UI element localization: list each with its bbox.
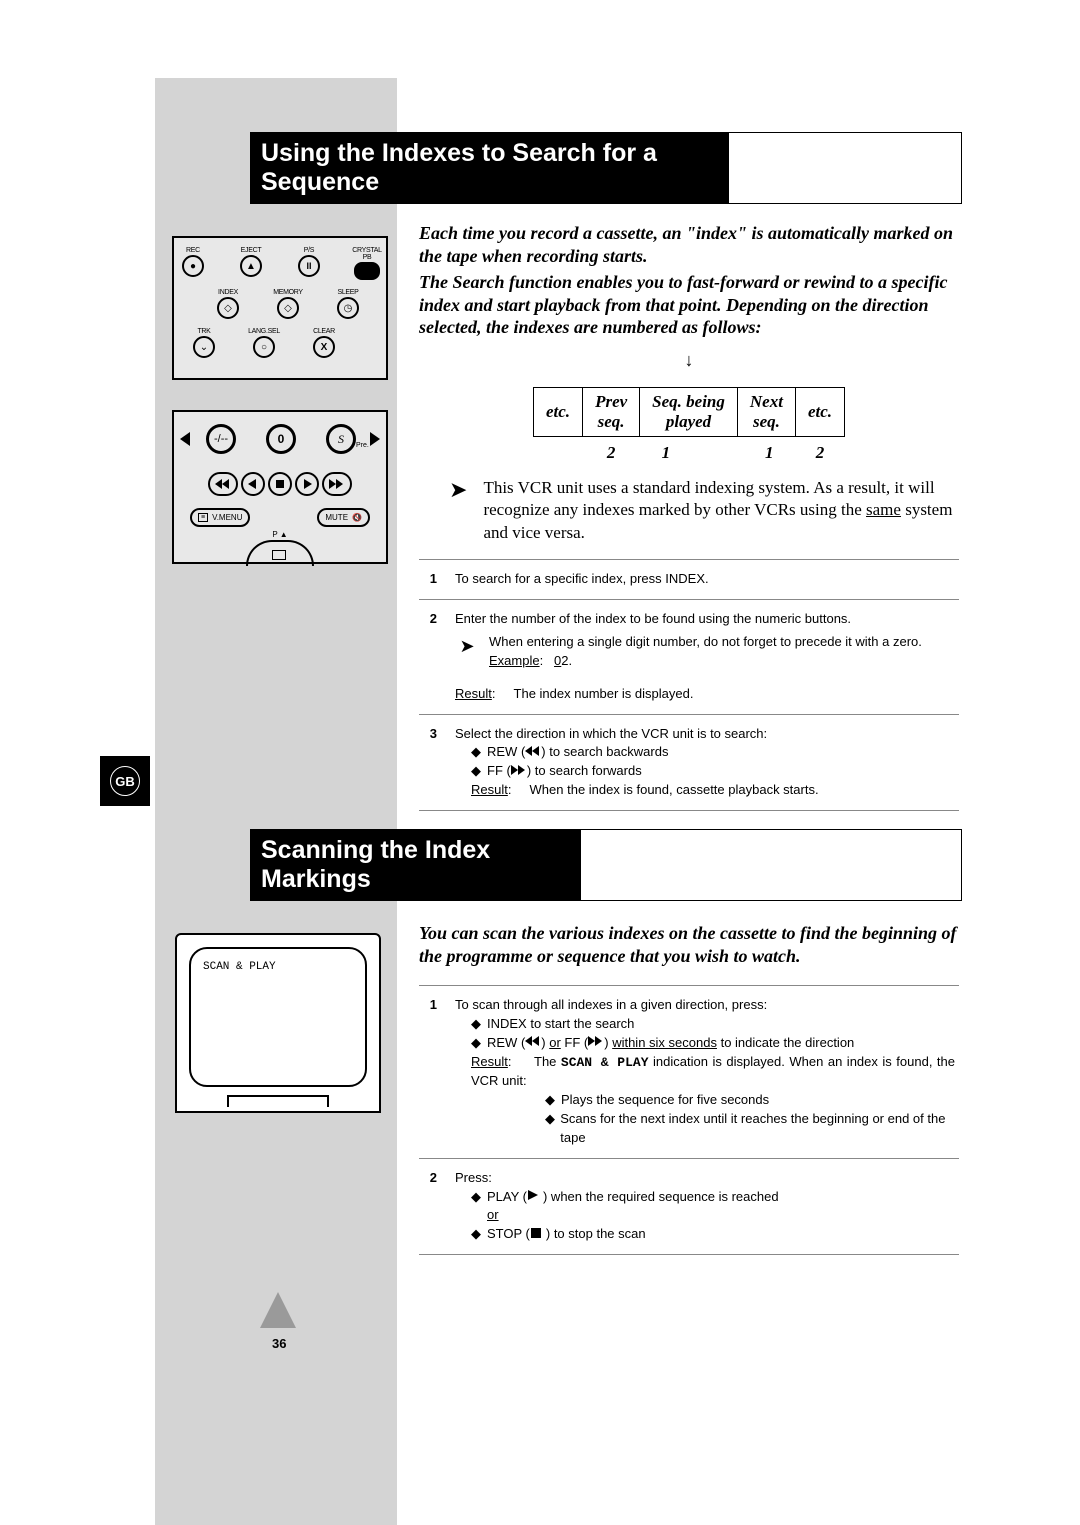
remote-diagram-bottom: -/-- 0 S Pre. ≡ V.MENU MUTE 🔇 P ▲ <box>172 410 388 564</box>
prev-icon <box>241 472 265 496</box>
pointer-icon: ➤ <box>449 477 467 546</box>
section1-intro-2: The Search function enables you to fast-… <box>419 271 959 339</box>
remote-diagram-top: REC● EJECT▲ P/SII CRYSTAL PB INDEX◇ MEMO… <box>172 236 388 380</box>
play-icon <box>295 472 319 496</box>
section2-title-bar: Scanning the Index Markings <box>250 829 962 901</box>
down-arrow-icon: ↓ <box>419 351 959 369</box>
fastforward-icon <box>588 1036 604 1048</box>
section2-title: Scanning the Index Markings <box>251 830 581 900</box>
th-prev: Prevseq. <box>595 392 627 431</box>
section1-intro-1: Each time you record a cassette, an "ind… <box>419 222 959 267</box>
section1-title-bar: Using the Indexes to Search for a Sequen… <box>250 132 962 204</box>
page-number: 36 <box>272 1336 286 1351</box>
stop-icon <box>530 1228 546 1240</box>
step-row: 1 To scan through all indexes in a given… <box>419 985 959 1158</box>
section1-note: ➤ This VCR unit uses a standard indexing… <box>449 477 959 546</box>
section2-intro: You can scan the various indexes on the … <box>419 922 959 967</box>
rewind-icon <box>525 1036 541 1048</box>
rewind-icon <box>525 746 541 758</box>
index-sequence-table: etc. Prevseq. Seq. beingplayed Nextseq. … <box>533 387 845 467</box>
step-row: 2 Press: ◆PLAY () when the required sequ… <box>419 1158 959 1255</box>
mute-button: MUTE 🔇 <box>317 508 370 527</box>
vmenu-button: ≡ V.MENU <box>190 508 250 527</box>
th-playing: Seq. beingplayed <box>652 392 725 431</box>
play-icon <box>527 1190 543 1202</box>
step-row: 1 To search for a specific index, press … <box>419 559 959 599</box>
th-next: Nextseq. <box>750 392 783 431</box>
step-row: 2 Enter the number of the index to be fo… <box>419 599 959 713</box>
page-marker-triangle <box>260 1292 296 1328</box>
pointer-icon: ➤ <box>455 633 479 671</box>
step-row: 3 Select the direction in which the VCR … <box>419 714 959 811</box>
rew-icon <box>208 472 238 496</box>
ff-icon <box>322 472 352 496</box>
section1-title: Using the Indexes to Search for a Sequen… <box>251 133 729 203</box>
stop-icon <box>268 472 292 496</box>
tv-screen-text: SCAN & PLAY <box>203 961 276 973</box>
tv-diagram: SCAN & PLAY <box>175 933 381 1113</box>
gb-badge: GB <box>100 756 150 806</box>
fastforward-icon <box>511 765 527 777</box>
